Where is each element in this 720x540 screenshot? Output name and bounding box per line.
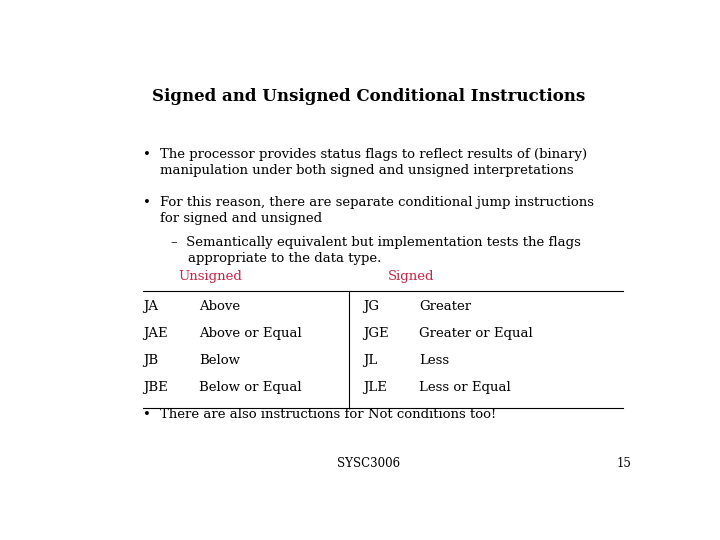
Text: The processor provides status flags to reflect results of (binary)
manipulation : The processor provides status flags to r… — [160, 148, 587, 177]
Text: JLE: JLE — [364, 381, 387, 394]
Text: Signed and Unsigned Conditional Instructions: Signed and Unsigned Conditional Instruct… — [153, 87, 585, 105]
Text: There are also instructions for Not conditions too!: There are also instructions for Not cond… — [160, 408, 496, 421]
Text: Less: Less — [419, 354, 449, 367]
Text: Signed: Signed — [387, 270, 434, 283]
Text: Above or Equal: Above or Equal — [199, 327, 302, 340]
Text: JBE: JBE — [143, 381, 168, 394]
Text: Below or Equal: Below or Equal — [199, 381, 302, 394]
Text: JAE: JAE — [143, 327, 168, 340]
Text: •: • — [143, 196, 151, 209]
Text: Greater or Equal: Greater or Equal — [419, 327, 533, 340]
Text: Below: Below — [199, 354, 240, 367]
Text: JB: JB — [143, 354, 158, 367]
Text: JGE: JGE — [364, 327, 389, 340]
Text: SYSC3006: SYSC3006 — [338, 457, 400, 470]
Text: •: • — [143, 408, 151, 421]
Text: Unsigned: Unsigned — [178, 270, 242, 283]
Text: Greater: Greater — [419, 300, 472, 313]
Text: –  Semantically equivalent but implementation tests the flags
    appropriate to: – Semantically equivalent but implementa… — [171, 236, 581, 265]
Text: Less or Equal: Less or Equal — [419, 381, 511, 394]
Text: •: • — [143, 148, 151, 161]
Text: JA: JA — [143, 300, 158, 313]
Text: JL: JL — [364, 354, 378, 367]
Text: JG: JG — [364, 300, 379, 313]
Text: For this reason, there are separate conditional jump instructions
for signed and: For this reason, there are separate cond… — [160, 196, 594, 225]
Text: 15: 15 — [616, 457, 631, 470]
Text: Above: Above — [199, 300, 240, 313]
